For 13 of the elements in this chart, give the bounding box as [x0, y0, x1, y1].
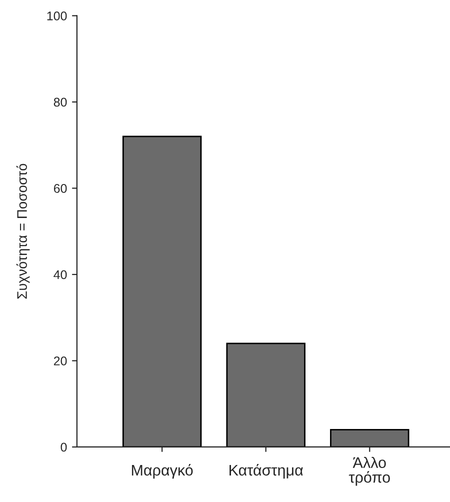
y-axis-title: Συχνότητα = Ποσοστό — [16, 164, 30, 299]
y-tick-label: 80 — [54, 98, 67, 107]
y-tick-label: 100 — [47, 12, 67, 20]
y-tick-label: 40 — [54, 270, 67, 280]
bar — [330, 429, 410, 447]
bar — [226, 342, 306, 447]
y-tick-label: 20 — [54, 356, 67, 366]
bar — [122, 136, 202, 447]
y-tick-label: 0 — [60, 442, 67, 452]
x-tick-label: Κατάστημα — [230, 464, 303, 479]
x-tick-label: Μαραγκό — [132, 464, 193, 479]
x-tick-label: Άλλο τρόπο — [348, 456, 390, 486]
y-tick-label: 60 — [54, 184, 67, 193]
